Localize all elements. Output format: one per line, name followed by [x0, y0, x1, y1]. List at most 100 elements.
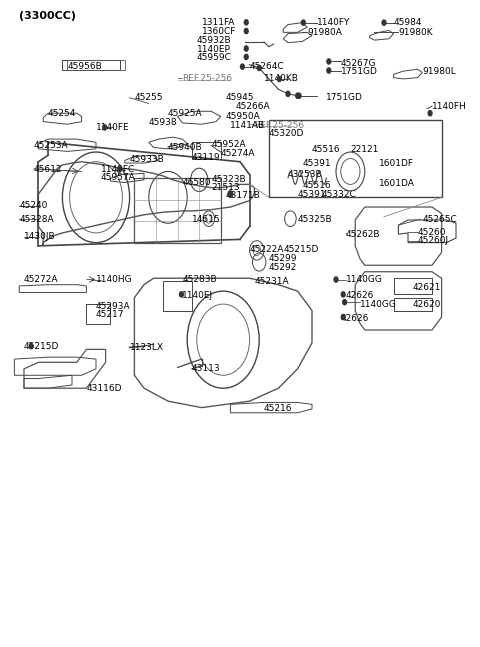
Text: 43113: 43113: [192, 364, 221, 373]
Circle shape: [327, 68, 331, 73]
Bar: [67, 60, 125, 70]
Circle shape: [277, 76, 281, 82]
Text: 1141AB: 1141AB: [230, 121, 265, 130]
Text: 45959C: 45959C: [197, 53, 232, 62]
Text: 45325B: 45325B: [298, 215, 332, 224]
Circle shape: [301, 20, 305, 25]
Text: 45320D: 45320D: [269, 129, 304, 138]
Bar: [134, 178, 221, 243]
Text: 46580: 46580: [182, 178, 211, 187]
Text: 45231A: 45231A: [254, 277, 289, 286]
Text: REF.25-256: REF.25-256: [0, 646, 1, 647]
Text: 1140EJ: 1140EJ: [182, 291, 214, 300]
Text: 45516: 45516: [302, 181, 331, 190]
Text: 1601DA: 1601DA: [379, 179, 415, 188]
Text: 45265C: 45265C: [422, 215, 457, 224]
Text: 45255: 45255: [134, 93, 163, 102]
Text: 14615: 14615: [192, 215, 221, 224]
Text: 45391: 45391: [302, 159, 331, 168]
Bar: [192, 142, 221, 159]
Circle shape: [341, 292, 345, 297]
Text: 1751GD: 1751GD: [341, 67, 378, 76]
Text: 45216: 45216: [264, 404, 292, 413]
Text: 42620: 42620: [413, 300, 441, 309]
Text: 45938: 45938: [149, 118, 178, 127]
Text: 45984: 45984: [394, 18, 422, 27]
Circle shape: [327, 59, 331, 64]
Text: 45957A: 45957A: [101, 173, 135, 182]
Text: 45217: 45217: [96, 310, 124, 319]
Text: 91980K: 91980K: [398, 28, 433, 38]
Bar: [394, 298, 432, 311]
Text: REF.25-256: REF.25-256: [254, 121, 304, 130]
Text: 1140FH: 1140FH: [432, 102, 467, 111]
Text: REF.25-256: REF.25-256: [0, 646, 1, 647]
Text: 43119: 43119: [192, 153, 221, 162]
Text: 42626: 42626: [341, 314, 369, 324]
Text: 45260: 45260: [418, 228, 446, 237]
Text: 45940B: 45940B: [168, 143, 203, 152]
Text: 45299: 45299: [269, 254, 297, 263]
Text: 45266A: 45266A: [235, 102, 270, 111]
Circle shape: [341, 314, 345, 320]
Text: 45323B: 45323B: [211, 175, 246, 184]
Text: 45952A: 45952A: [211, 140, 246, 149]
Text: 45262B: 45262B: [346, 230, 380, 239]
Text: 45332C: 45332C: [322, 190, 356, 199]
Text: 1311FA: 1311FA: [202, 18, 235, 27]
Text: 45612: 45612: [34, 165, 62, 174]
Text: (3300CC): (3300CC): [19, 11, 76, 21]
Text: 1140KB: 1140KB: [264, 74, 299, 83]
Text: 43116D: 43116D: [86, 384, 122, 393]
Text: 45292: 45292: [269, 263, 297, 272]
Text: 45932B: 45932B: [197, 36, 231, 45]
Text: REF.25-256: REF.25-256: [182, 74, 232, 83]
Text: 45264C: 45264C: [250, 62, 284, 71]
Circle shape: [180, 292, 183, 297]
Circle shape: [382, 20, 386, 25]
Text: 45933B: 45933B: [130, 155, 164, 164]
Text: 1140FY: 1140FY: [317, 18, 350, 27]
Text: 91980L: 91980L: [422, 67, 456, 76]
Bar: [394, 278, 432, 294]
Text: 45328A: 45328A: [19, 215, 54, 224]
Text: 45283B: 45283B: [182, 275, 217, 284]
Circle shape: [103, 125, 107, 130]
Text: 45956B: 45956B: [67, 62, 102, 71]
Text: 1601DF: 1601DF: [379, 159, 414, 168]
Text: 21513: 21513: [211, 183, 240, 192]
Text: 45253A: 45253A: [34, 141, 68, 150]
Text: 45240: 45240: [19, 201, 48, 210]
Circle shape: [334, 277, 338, 282]
Text: 1430JB: 1430JB: [24, 232, 56, 241]
Circle shape: [29, 344, 33, 349]
Text: 45215D: 45215D: [283, 245, 319, 254]
Text: 45293A: 45293A: [96, 302, 131, 311]
Circle shape: [240, 64, 244, 69]
Text: 45260J: 45260J: [418, 236, 449, 245]
Text: 45516: 45516: [312, 145, 341, 154]
Circle shape: [428, 111, 432, 116]
Text: 42626: 42626: [346, 291, 374, 300]
Text: 45391: 45391: [298, 190, 326, 199]
Circle shape: [257, 65, 261, 71]
Bar: [86, 304, 110, 324]
Circle shape: [244, 46, 248, 51]
Text: 45222A: 45222A: [250, 245, 284, 254]
Circle shape: [296, 93, 300, 98]
Circle shape: [343, 300, 347, 305]
Bar: [269, 120, 442, 197]
Text: 43171B: 43171B: [226, 191, 260, 200]
Text: 1360CF: 1360CF: [202, 27, 236, 36]
Text: 45272A: 45272A: [24, 275, 59, 284]
Circle shape: [228, 191, 233, 197]
Text: 1140FE: 1140FE: [96, 123, 130, 132]
Text: 45274A: 45274A: [221, 149, 255, 159]
Text: 45215D: 45215D: [24, 342, 60, 351]
Text: 1123LX: 1123LX: [130, 343, 164, 352]
Text: 91980A: 91980A: [307, 28, 342, 38]
Circle shape: [244, 28, 248, 34]
Circle shape: [244, 54, 248, 60]
Text: 45254: 45254: [48, 109, 76, 118]
Text: 45950A: 45950A: [226, 112, 260, 121]
